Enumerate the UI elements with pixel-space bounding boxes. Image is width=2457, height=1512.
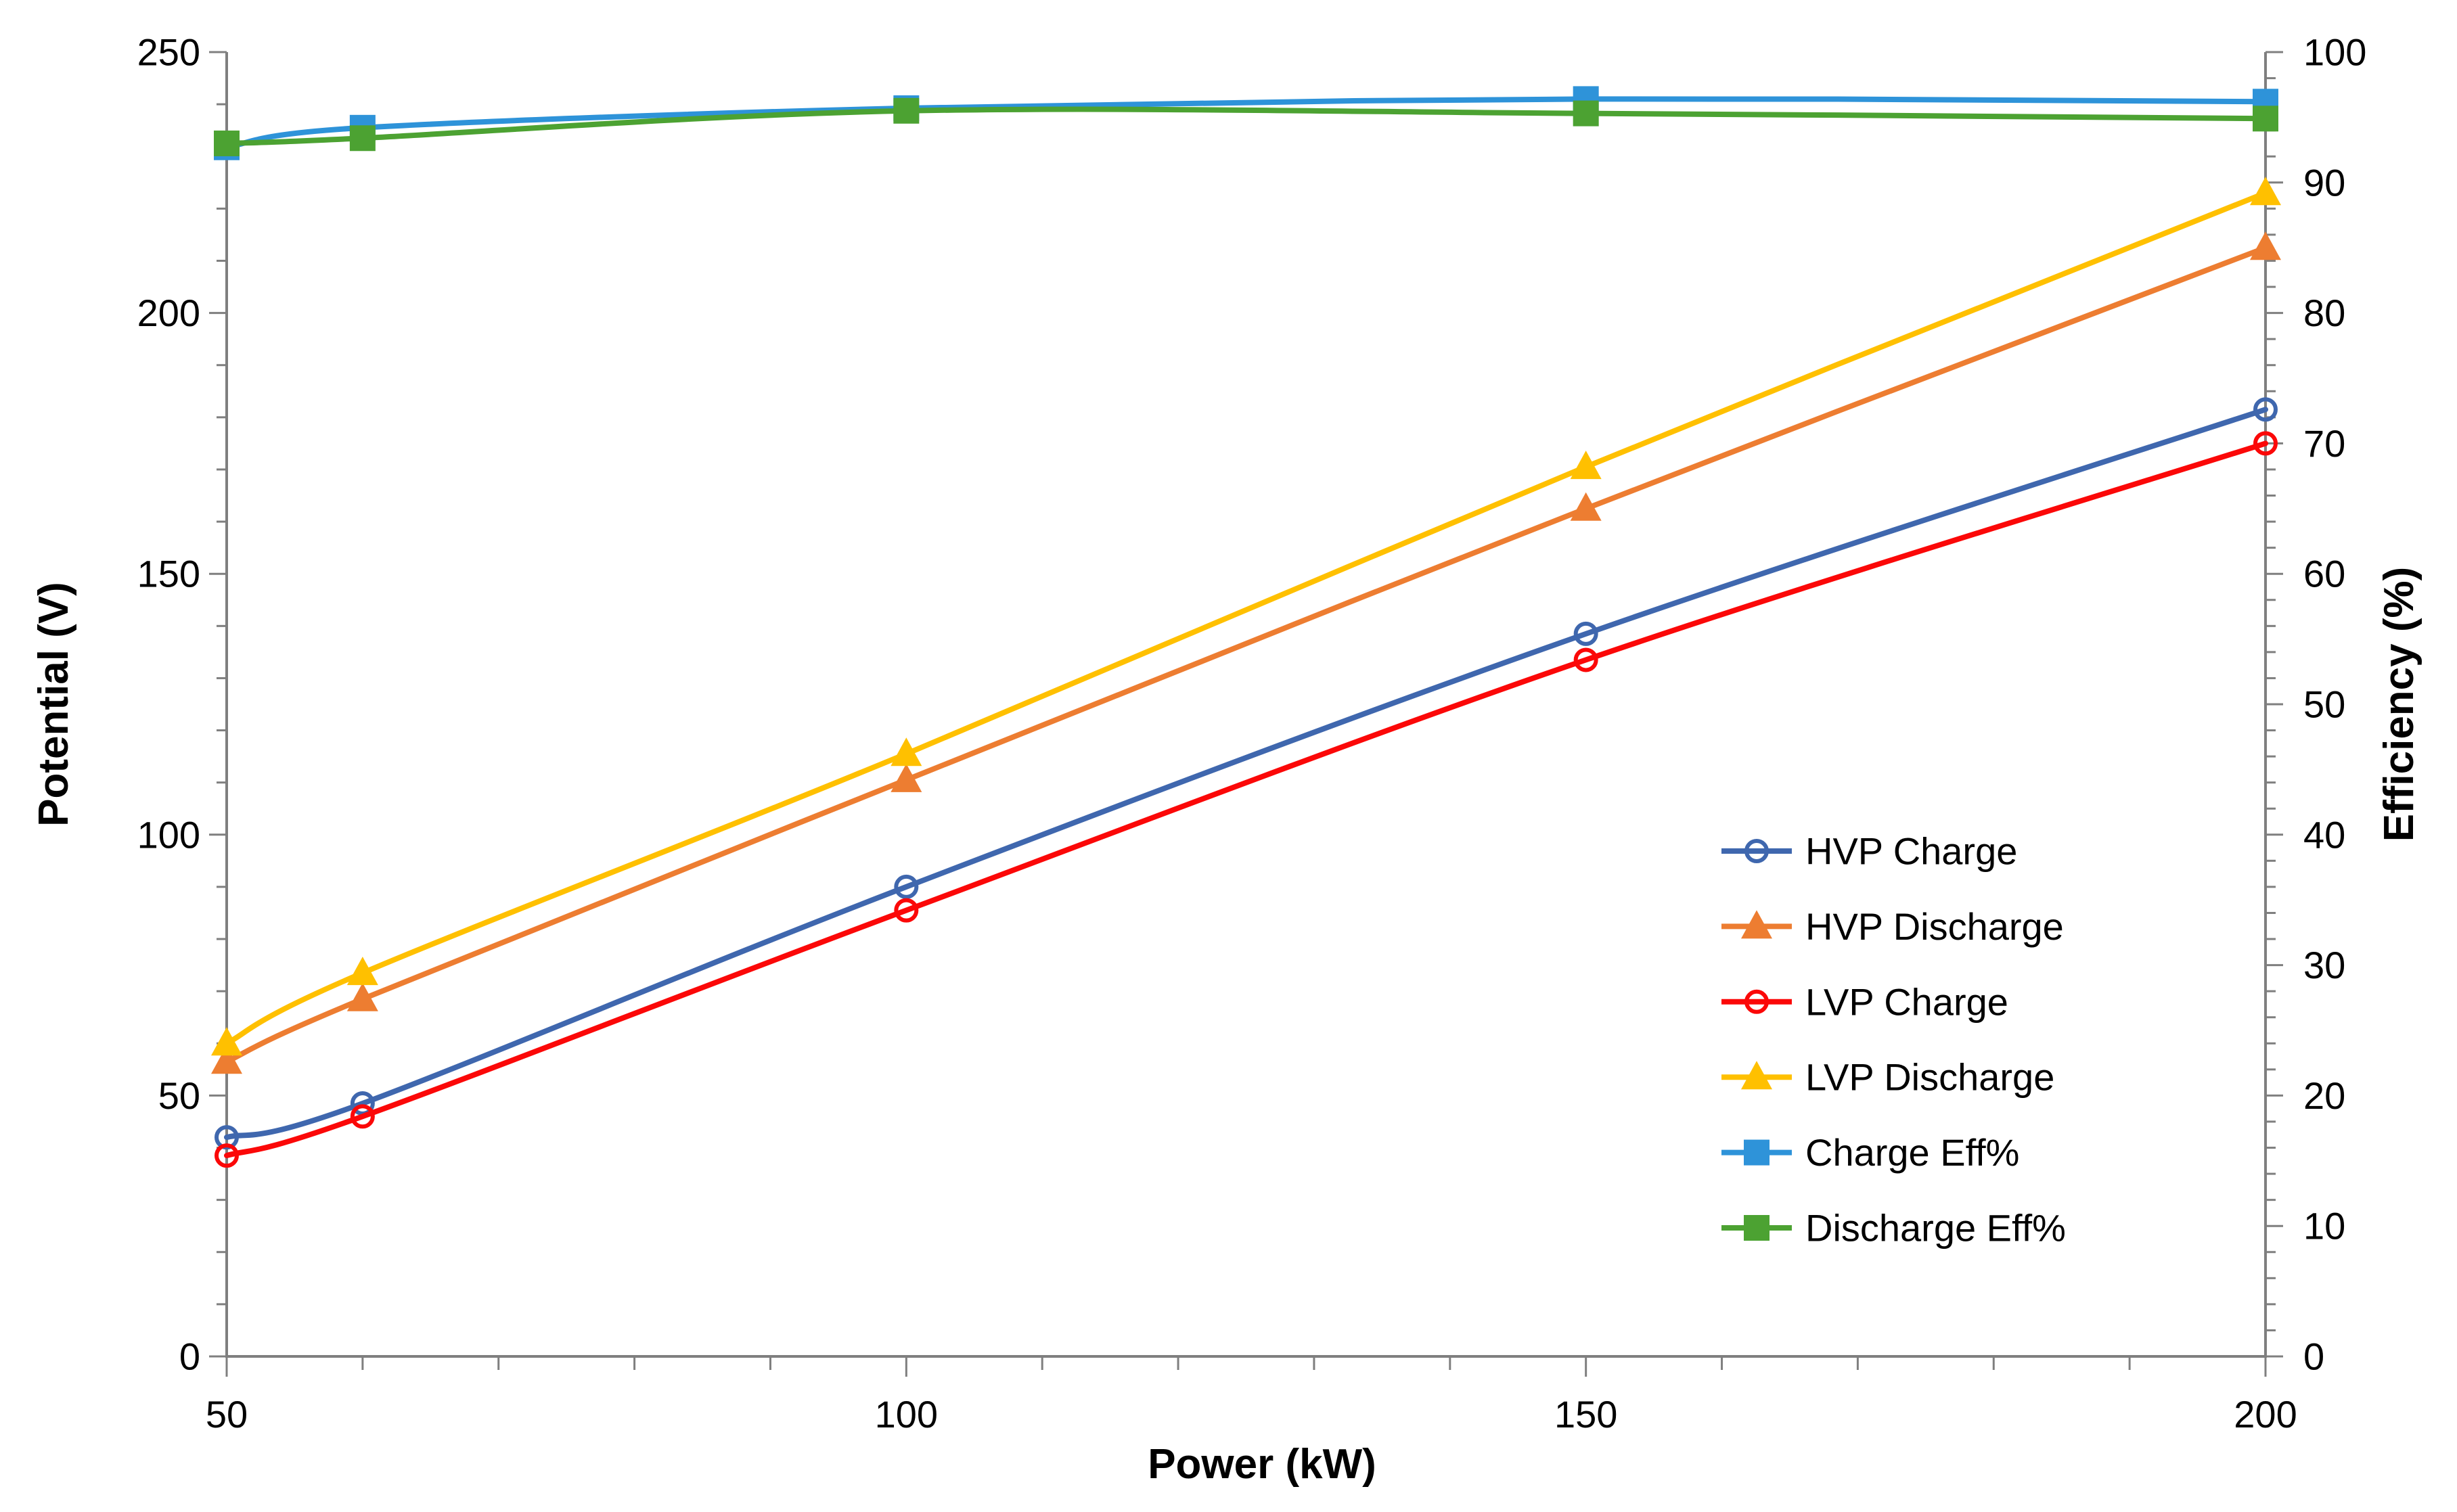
right-axis-tick-label: 20 [2303, 1074, 2345, 1117]
right-axis-tick-label: 10 [2303, 1205, 2345, 1247]
data-point-lvp-charge [1573, 647, 1598, 672]
right-axis-tick-label: 80 [2303, 292, 2345, 334]
legend-marker-hvp-discharge [1741, 910, 1772, 939]
left-axis-tick-label: 250 [137, 31, 200, 74]
data-point-lvp-discharge [2250, 177, 2281, 206]
legend-label: Discharge Eff% [1805, 1207, 2066, 1250]
data-point-lvp-discharge [346, 957, 378, 986]
legend-label: Charge Eff% [1805, 1131, 2019, 1174]
legend-marker-discharge-eff [1744, 1215, 1770, 1241]
series-line-hvp-charge [224, 407, 2268, 1141]
x-axis-title: Power (kW) [1148, 1441, 1376, 1488]
legend-marker-charge-eff [1744, 1139, 1770, 1166]
legend-label: HVP Charge [1805, 830, 2017, 873]
legend: HVP Charge HVP Discharge LVP Charge LVP Dis… [1721, 830, 2066, 1250]
legend-item-charge-eff: Charge Eff% [1721, 1131, 2019, 1174]
data-point-discharge-eff [893, 97, 920, 124]
legend-label: LVP Discharge [1805, 1056, 2054, 1099]
series-hvp-discharge [211, 231, 2281, 1074]
series-line-lvp-charge [224, 440, 2268, 1159]
left-axis-tick-label: 100 [137, 813, 200, 856]
series-line-hvp-discharge [224, 245, 2268, 1065]
x-axis-tick-label: 200 [2234, 1393, 2297, 1436]
x-axis-tick-label: 100 [875, 1393, 938, 1436]
legend-marker-lvp-charge [1744, 989, 1769, 1014]
data-point-lvp-discharge [891, 737, 922, 766]
series-lvp-charge [215, 431, 2278, 1168]
data-point-discharge-eff [349, 125, 376, 152]
data-point-lvp-charge [350, 1104, 375, 1129]
data-point-discharge-eff [2253, 106, 2278, 132]
legend-label: HVP Discharge [1805, 905, 2064, 948]
data-point-hvp-discharge [211, 1045, 242, 1074]
series-line-charge-eff [224, 96, 2268, 150]
series-discharge-eff [214, 97, 2278, 156]
data-point-hvp-charge [2253, 397, 2278, 422]
data-point-hvp-discharge [346, 982, 378, 1011]
right-axis-title: Efficiency (%) [2376, 567, 2422, 842]
data-point-lvp-discharge [1570, 451, 1602, 480]
data-point-hvp-discharge [2250, 231, 2281, 260]
data-point-lvp-charge [894, 898, 919, 923]
right-axis-tick-label: 50 [2303, 683, 2345, 726]
series-charge-eff [214, 86, 2278, 160]
series [211, 86, 2281, 1168]
data-point-discharge-eff [214, 130, 240, 156]
legend-item-hvp-discharge: HVP Discharge [1721, 905, 2064, 948]
right-axis-tick-label: 90 [2303, 161, 2345, 204]
left-axis-title: Potential (V) [30, 582, 77, 827]
series-hvp-charge [215, 397, 2278, 1150]
left-axis-tick-label: 200 [137, 292, 200, 334]
legend-item-lvp-charge: LVP Charge [1721, 980, 2008, 1023]
data-point-hvp-discharge [891, 763, 922, 792]
data-point-lvp-charge [2253, 431, 2278, 456]
data-point-lvp-discharge [211, 1027, 242, 1056]
legend-label: LVP Charge [1805, 980, 2008, 1023]
legend-marker-lvp-discharge [1741, 1061, 1772, 1090]
left-axis-tick-label: 150 [137, 553, 200, 595]
right-axis-tick-label: 60 [2303, 553, 2345, 595]
right-axis-tick-label: 100 [2303, 31, 2366, 74]
data-point-hvp-charge [215, 1125, 239, 1150]
legend-item-hvp-charge: HVP Charge [1721, 830, 2017, 873]
left-axis-tick-label: 0 [179, 1335, 200, 1378]
data-point-lvp-charge [215, 1143, 239, 1168]
legend-item-lvp-discharge: LVP Discharge [1721, 1056, 2054, 1099]
right-axis-tick-label: 30 [2303, 944, 2345, 986]
series-line-lvp-discharge [224, 190, 2268, 1047]
data-point-hvp-charge [1573, 621, 1598, 646]
x-axis-tick-label: 50 [206, 1393, 248, 1436]
legend-item-discharge-eff: Discharge Eff% [1721, 1207, 2066, 1250]
series-line-discharge-eff [224, 106, 2268, 146]
data-point-discharge-eff [1573, 100, 1599, 127]
data-point-hvp-charge [894, 874, 919, 899]
x-axis-tick-label: 150 [1554, 1393, 1617, 1436]
right-axis-tick-label: 70 [2303, 422, 2345, 465]
left-axis-tick-label: 50 [158, 1074, 200, 1117]
data-point-hvp-discharge [1570, 492, 1602, 521]
series-lvp-discharge [211, 177, 2281, 1056]
right-axis-tick-label: 40 [2303, 813, 2345, 856]
legend-marker-hvp-charge [1744, 839, 1769, 863]
right-axis-tick-label: 0 [2303, 1335, 2324, 1378]
